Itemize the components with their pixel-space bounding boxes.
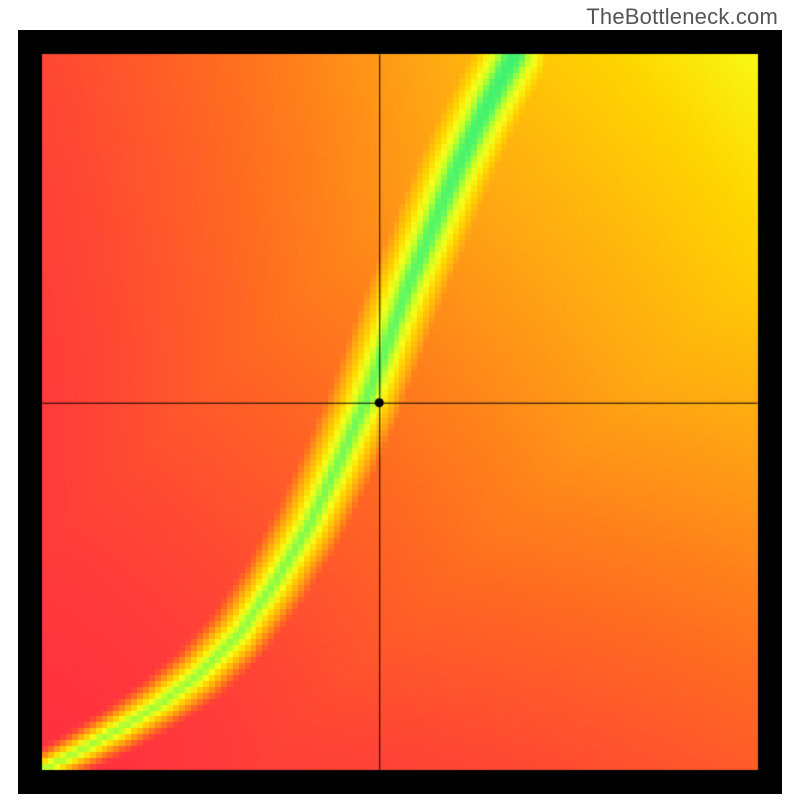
chart-root: TheBottleneck.com: [0, 0, 800, 800]
heatmap-canvas: [18, 30, 782, 794]
heatmap-plot: [18, 30, 782, 794]
attribution-text: TheBottleneck.com: [586, 4, 778, 30]
